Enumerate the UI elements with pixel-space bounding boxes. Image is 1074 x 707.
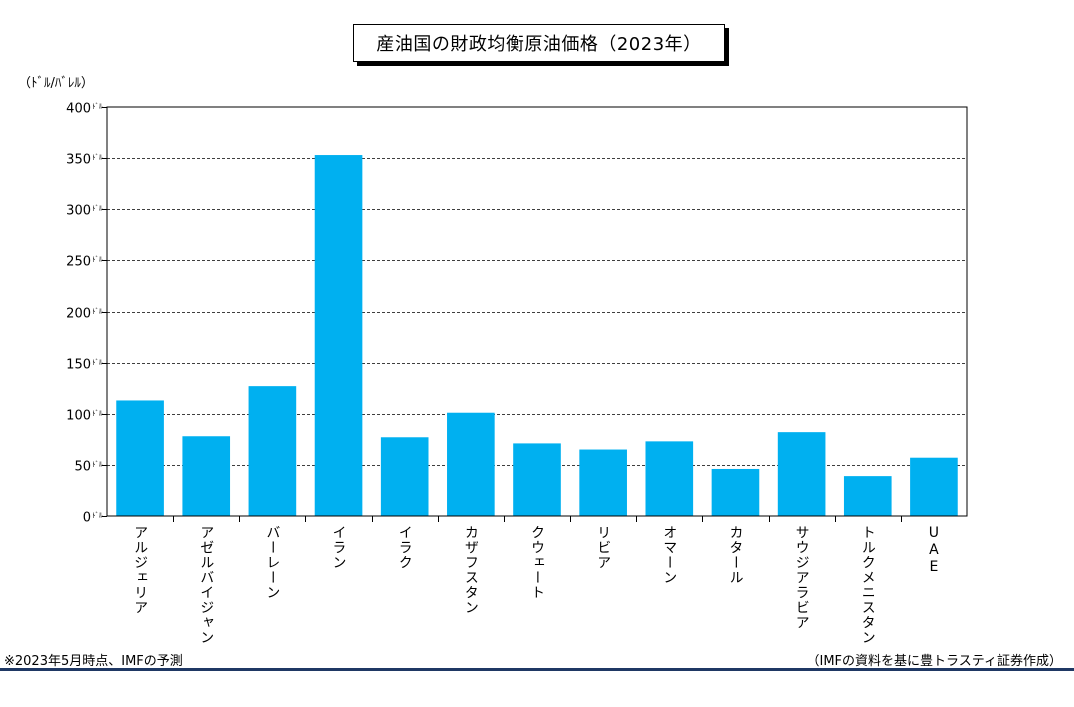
x-tick-label: サウジアラビア [794, 525, 810, 630]
y-tick-unit: ﾄﾞﾙ [92, 461, 103, 469]
x-tick-label: トルクメニスタン [860, 525, 876, 645]
x-tick-label: イラン [331, 525, 347, 570]
x-tick-label: バーレーン [264, 525, 280, 600]
x-tick-label: リビア [595, 525, 611, 570]
plot-frame [106, 106, 968, 517]
x-tick-labels: アルジェリア アゼルバイジャン バーレーン イラン イラク カザフスタン クウェート リビア オ… [132, 525, 942, 645]
x-tick-label: UAE [926, 525, 942, 576]
y-tick-unit: ﾄﾞﾙ [92, 154, 103, 162]
x-tick-label: カザフスタン [463, 525, 479, 615]
x-tick-label: カタール [727, 525, 743, 585]
x-tick-label: アゼルバイジャン [198, 525, 214, 645]
bar [711, 468, 760, 516]
y-tick-label: 300 [66, 204, 91, 219]
source-note: （IMFの資料を基に豊トラスティ証券作成） [806, 654, 1063, 669]
y-tick-label: 400 [66, 102, 91, 117]
bar [248, 386, 297, 516]
x-tick-label: オマーン [661, 525, 677, 585]
y-tick-unit: ﾄﾞﾙ [92, 359, 103, 367]
bar [843, 476, 892, 516]
footnote: ※2023年5月時点、IMFの予測 [4, 654, 183, 669]
y-tick-label: 350 [66, 153, 91, 168]
y-tick-unit: ﾄﾞﾙ [92, 256, 103, 264]
y-tick-label: 200 [66, 307, 91, 322]
bar [182, 436, 231, 516]
bar [777, 432, 826, 516]
bar [513, 443, 561, 516]
bar [447, 412, 495, 516]
x-tick-label: アルジェリア [132, 525, 148, 615]
bottom-divider [0, 668, 1074, 671]
bar [910, 457, 958, 516]
y-tick-label: 50 [74, 460, 91, 475]
bar [380, 437, 429, 516]
y-tick-unit: ﾄﾞﾙ [92, 308, 103, 316]
bar [116, 400, 164, 516]
y-tick-label: 150 [66, 358, 91, 373]
y-tick-unit: ﾄﾞﾙ [92, 205, 103, 213]
chart-title: 産油国の財政均衡原油価格（2023年） [353, 24, 725, 62]
y-tick-label: 100 [66, 409, 91, 424]
axes [102, 106, 968, 522]
y-tick-label: 250 [66, 255, 91, 270]
bar [579, 449, 627, 516]
y-tick-unit: ﾄﾞﾙ [92, 410, 103, 418]
grid-lines [107, 158, 967, 466]
x-tick-label: クウェート [529, 525, 545, 600]
y-tick-unit: ﾄﾞﾙ [92, 512, 103, 520]
y-tick-unit: ﾄﾞﾙ [92, 103, 103, 111]
x-tick-label: イラク [397, 525, 413, 570]
y-axis-unit-label: （ﾄﾞﾙ/ﾊﾞﾚﾙ） [18, 76, 94, 91]
bar [314, 155, 363, 516]
bar [645, 441, 694, 516]
y-tick-label: 0 [83, 511, 91, 526]
bars [116, 155, 958, 516]
